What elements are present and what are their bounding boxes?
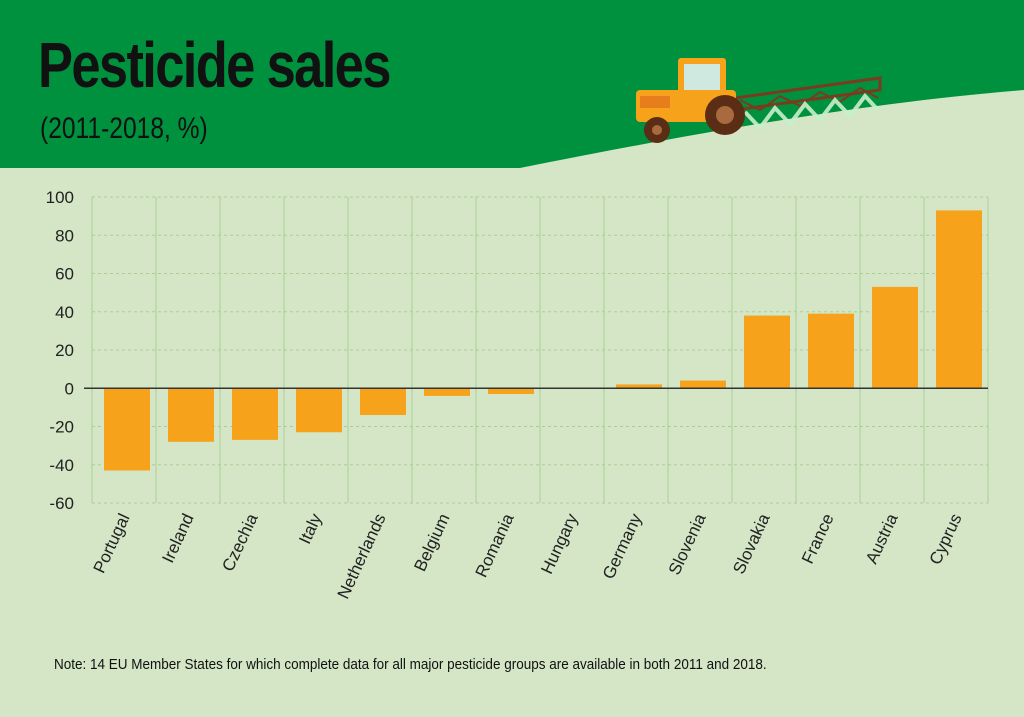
x-tick-label: Germany bbox=[599, 510, 646, 582]
bar-germany bbox=[616, 384, 662, 389]
x-tick-label: Slovenia bbox=[665, 510, 710, 578]
chart-subtitle: (2011-2018, %) bbox=[40, 112, 208, 145]
x-tick-label: Ireland bbox=[158, 511, 197, 566]
x-tick-label: Austria bbox=[862, 510, 902, 566]
y-tick-label: -60 bbox=[49, 494, 74, 513]
bar-czechia bbox=[232, 388, 278, 440]
bar-slovenia bbox=[680, 380, 726, 389]
bar-ireland bbox=[168, 388, 214, 442]
x-tick-label: Cyprus bbox=[926, 511, 966, 568]
chart-title: Pesticide sales bbox=[38, 29, 391, 101]
y-tick-label: 0 bbox=[65, 379, 74, 398]
y-tick-label: 40 bbox=[55, 303, 74, 322]
bar-netherlands bbox=[360, 388, 406, 416]
bar-slovakia bbox=[744, 315, 790, 389]
bar-france bbox=[808, 313, 854, 389]
bar-cyprus bbox=[936, 210, 982, 389]
x-tick-label: Romania bbox=[472, 510, 518, 580]
bar-chart: 100 80 60 40 20 0 -20 -40 -60 Portugal Ireland Czec… bbox=[46, 188, 989, 602]
x-tick-label: Hungary bbox=[537, 510, 582, 577]
header-banner bbox=[0, 0, 1024, 168]
bar-belgium bbox=[424, 388, 470, 396]
bar-portugal bbox=[104, 388, 150, 471]
bar-romania bbox=[488, 388, 534, 394]
bar-italy bbox=[296, 388, 342, 433]
x-tick-label: Netherlands bbox=[334, 511, 390, 602]
y-tick-label: 60 bbox=[55, 265, 74, 284]
bar-austria bbox=[872, 286, 918, 389]
y-tick-label: -40 bbox=[49, 456, 74, 475]
x-tick-label: Belgium bbox=[410, 511, 453, 575]
x-tick-label: France bbox=[798, 511, 838, 567]
y-tick-label: 80 bbox=[55, 226, 74, 245]
x-tick-label: Portugal bbox=[90, 511, 134, 576]
y-tick-label: 100 bbox=[46, 188, 74, 207]
y-tick-label: 20 bbox=[55, 341, 74, 360]
x-tick-label: Italy bbox=[295, 510, 326, 547]
y-tick-label: -20 bbox=[49, 418, 74, 437]
chart-note: Note: 14 EU Member States for which comp… bbox=[54, 656, 767, 673]
x-tick-label: Slovakia bbox=[729, 510, 774, 577]
tractor-sprayer-icon bbox=[636, 58, 882, 143]
x-tick-label: Czechia bbox=[218, 510, 261, 574]
